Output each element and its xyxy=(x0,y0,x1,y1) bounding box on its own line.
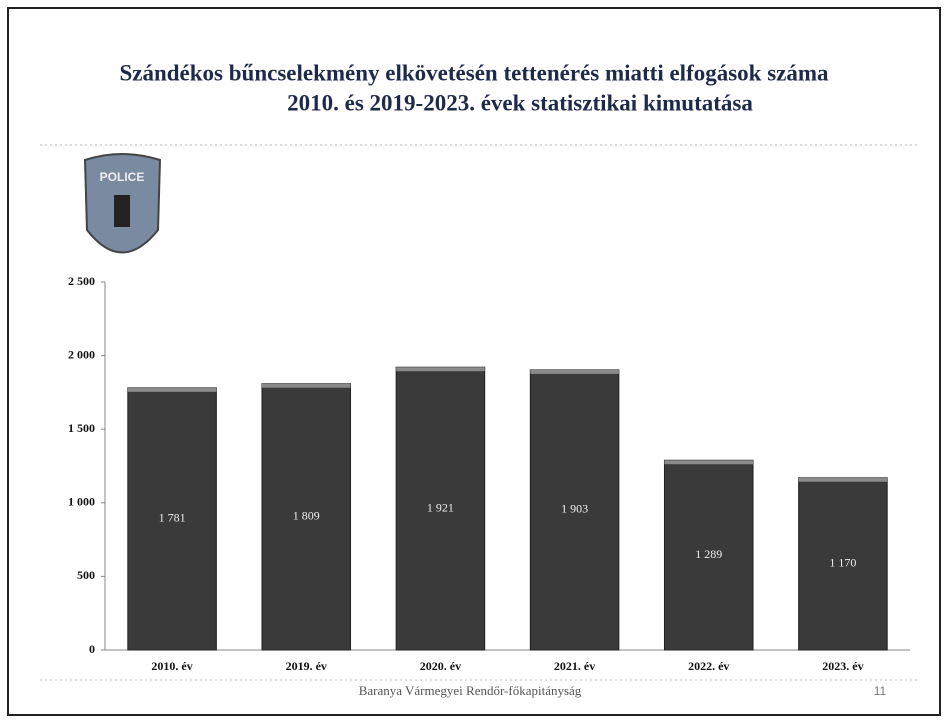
value-label: 1 809 xyxy=(293,509,320,523)
page-number: 11 xyxy=(874,684,887,698)
value-label: 1 289 xyxy=(695,547,722,561)
chart-title: Szándékos bűncselekmény elkövetésén tett… xyxy=(119,60,829,85)
y-tick-label: 2 500 xyxy=(68,274,95,288)
badge-text: POLICE xyxy=(100,170,145,184)
police-badge: POLICE xyxy=(85,154,160,253)
x-tick-label: 2019. év xyxy=(286,659,327,673)
footer: Baranya Vármegyei Rendőr-főkapitányság xyxy=(359,683,582,698)
value-label: 1 903 xyxy=(561,502,588,516)
y-tick-label: 2 000 xyxy=(68,347,95,361)
x-tick-label: 2021. év xyxy=(554,659,595,673)
x-tick-label: 2020. év xyxy=(420,659,461,673)
chart-subtitle: 2010. és 2019-2023. évek statisztikai ki… xyxy=(287,90,753,115)
y-tick-label: 0 xyxy=(89,642,95,656)
bar-highlight xyxy=(262,384,351,388)
bar-highlight xyxy=(799,478,888,482)
y-tick-label: 500 xyxy=(77,568,95,582)
value-label: 1 921 xyxy=(427,500,454,514)
value-label: 1 170 xyxy=(829,556,856,570)
chart: Szándékos bűncselekmény elkövetésén tett… xyxy=(0,0,948,723)
bar-highlight xyxy=(396,367,485,371)
x-tick-label: 2022. év xyxy=(688,659,729,673)
y-tick-label: 1 000 xyxy=(68,495,95,509)
badge-tower xyxy=(114,195,130,227)
page: {"chart_data": {"type": "bar", "title": … xyxy=(0,0,948,728)
y-tick-label: 1 500 xyxy=(68,421,95,435)
value-label: 1 781 xyxy=(159,511,186,525)
x-tick-label: 2023. év xyxy=(822,659,863,673)
bar-highlight xyxy=(128,388,217,392)
bar-highlight xyxy=(530,370,619,374)
bar-highlight xyxy=(664,460,753,464)
x-tick-label: 2010. év xyxy=(151,659,192,673)
